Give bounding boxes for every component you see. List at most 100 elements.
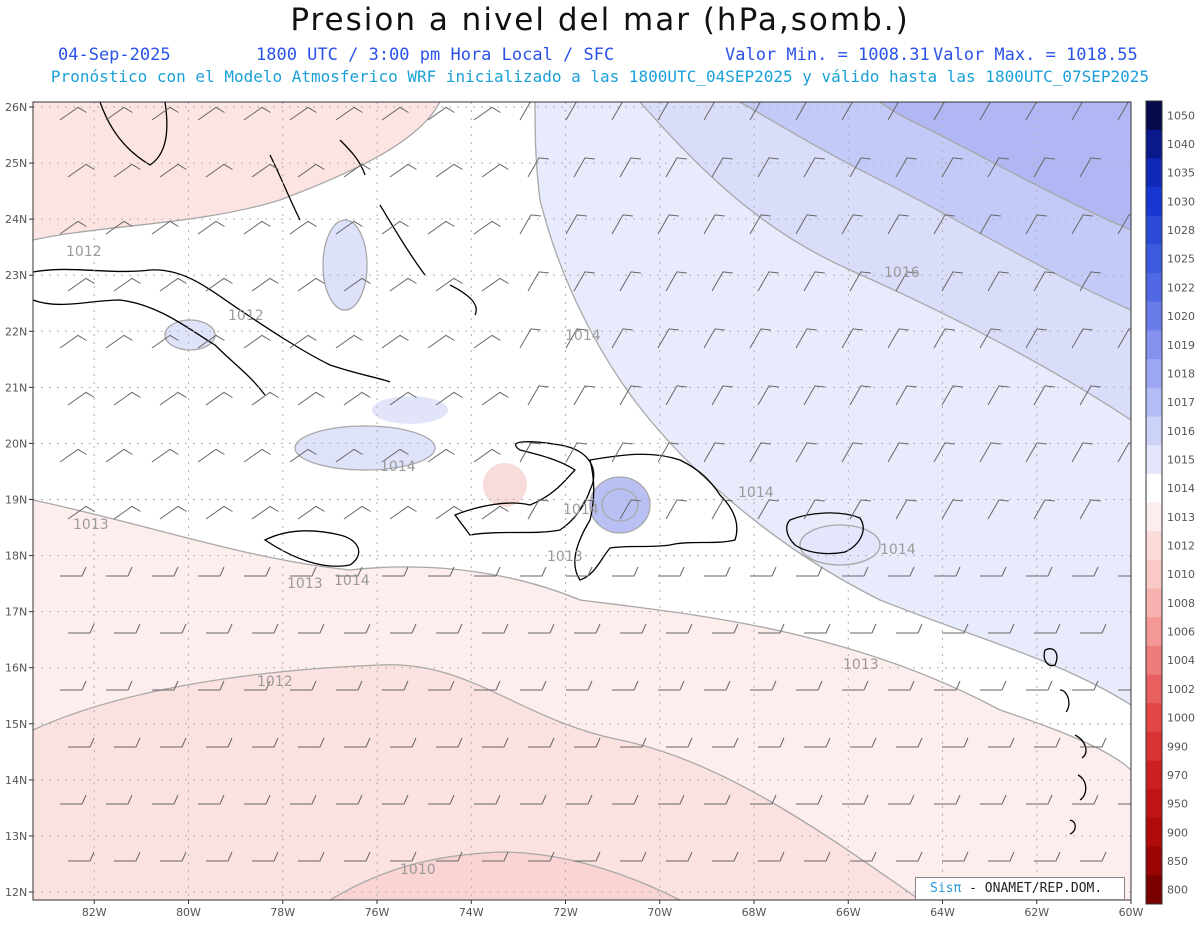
wind-barb (151, 106, 179, 121)
colorbar-label: 1014 (1167, 482, 1195, 495)
wind-barb (566, 794, 593, 805)
wind-barb (887, 442, 909, 463)
wind-barb (896, 737, 923, 748)
colorbar-swatch (1146, 846, 1162, 876)
lat-tick-label: 26N (5, 101, 27, 114)
lat-tick-label: 23N (5, 269, 27, 282)
wind-barb (620, 737, 647, 748)
wind-barb (289, 220, 317, 235)
wind-barb (1033, 271, 1055, 292)
wind-barb (704, 794, 731, 805)
colorbar-label: 1016 (1167, 425, 1195, 438)
wind-barb (887, 328, 909, 349)
wind-barb (113, 505, 141, 520)
wind-barb (979, 328, 1001, 349)
colorbar-swatch (1146, 416, 1162, 446)
wind-barb (197, 106, 225, 121)
wind-barb (850, 851, 877, 862)
wind-barb (389, 505, 417, 520)
wind-barb (427, 106, 455, 121)
wind-barb (1117, 102, 1129, 121)
band-1010-south (330, 852, 680, 900)
isobar (329, 851, 681, 900)
colorbar: 1050 1040 1035 1030 1028 1025 1022 1020 1019 1018… (1145, 100, 1195, 905)
wind-barb (1072, 794, 1099, 805)
wind-barb (482, 851, 509, 862)
lat-tick-label: 22N (5, 325, 27, 338)
wind-barb (344, 623, 371, 634)
wind-barb (298, 623, 325, 634)
colorbar-swatch (1146, 359, 1162, 389)
colorbar-swatch (1146, 215, 1162, 245)
coast-lesser-antilles (1043, 648, 1087, 835)
wind-barb (612, 909, 638, 918)
wind-barb (1071, 328, 1093, 349)
wind-barb (251, 391, 279, 406)
wind-barb (573, 499, 595, 520)
wind-barb (389, 277, 417, 292)
wind-barb (849, 157, 871, 178)
lat-tick-label: 12N (5, 886, 27, 899)
latitude-labels: 26N 25N 24N 23N 22N 21N 20N 19N 18N 17N 16N 15N 14N 1… (5, 101, 33, 899)
wind-barb (106, 794, 133, 805)
wind-barb (1071, 442, 1093, 463)
lon-tick-label: 72W (553, 906, 578, 919)
wind-barb (382, 794, 409, 805)
lat-tick-label: 24N (5, 213, 27, 226)
wind-barb (1025, 442, 1047, 463)
wind-barb (481, 277, 509, 292)
wind-barb (796, 909, 822, 918)
credit-box: Sisπ - ONAMET/REP.DOM. (915, 877, 1125, 900)
wind-barb (796, 566, 823, 577)
isobars (33, 102, 1131, 900)
wind-barb (206, 851, 233, 862)
wind-barb (934, 680, 961, 691)
wind-barb (888, 909, 914, 918)
wind-barb (619, 499, 641, 520)
wind-barb (105, 106, 133, 121)
wind-barb (895, 271, 917, 292)
wind-barb (290, 566, 317, 577)
wind-barb (611, 214, 633, 235)
contour-label: 1014 (380, 459, 416, 475)
wind-barb (1079, 385, 1101, 406)
wind-barb (205, 277, 233, 292)
wind-barb (941, 385, 963, 406)
wind-barb (1118, 689, 1131, 691)
wind-barb (895, 385, 917, 406)
wind-barb (933, 102, 955, 121)
colorbar-swatch (1146, 731, 1162, 762)
wind-barb (712, 851, 739, 862)
wind-barb (381, 106, 409, 121)
band-1012 (33, 102, 440, 240)
wind-barb (942, 737, 969, 748)
wind-barb (336, 794, 363, 805)
wind-barb (620, 623, 647, 634)
colorbar-swatch (1146, 789, 1162, 819)
wind-barb (390, 623, 417, 634)
wind-barb (243, 334, 271, 349)
wind-barb (611, 102, 633, 121)
wind-barb (428, 566, 455, 577)
wind-barb (527, 157, 549, 178)
wind-barb (343, 277, 371, 292)
colorbar-swatch (1146, 875, 1162, 905)
colorbar-swatch (1146, 387, 1162, 417)
wind-barb (849, 499, 871, 520)
isobar (33, 102, 441, 241)
wind-barb (712, 737, 739, 748)
wind-barb (344, 851, 371, 862)
wind-barb (435, 277, 463, 292)
lon-tick-label: 78W (270, 906, 295, 919)
wind-barb (59, 220, 87, 235)
wind-barb (482, 623, 509, 634)
wind-barb (335, 334, 363, 349)
wind-barb (197, 220, 225, 235)
wind-barb (888, 680, 915, 691)
wind-barb (841, 442, 863, 463)
colorbar-swatch (1146, 129, 1162, 159)
wind-barb (206, 623, 233, 634)
wind-barb (658, 680, 685, 691)
date-label: 04-Sep-2025 (58, 45, 171, 65)
